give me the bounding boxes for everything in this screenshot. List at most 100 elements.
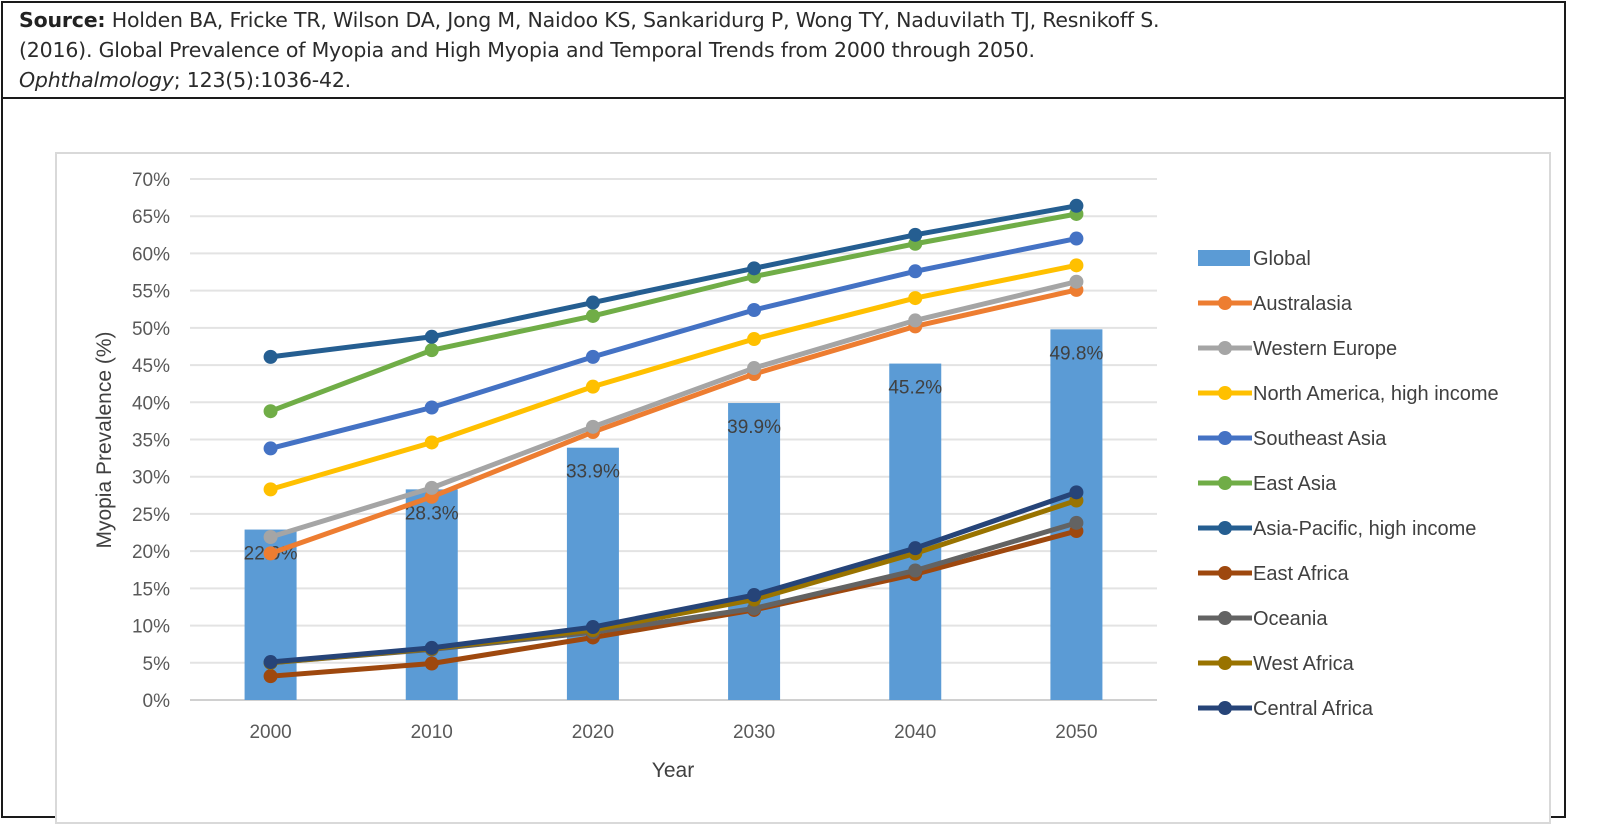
legend-marker xyxy=(1218,341,1232,355)
data-point xyxy=(1069,515,1084,530)
data-point xyxy=(424,656,439,671)
legend-item-oceania: Oceania xyxy=(1198,608,1328,630)
legend-marker xyxy=(1218,566,1232,580)
data-point xyxy=(585,295,600,310)
legend-swatch xyxy=(1198,250,1250,266)
legend-marker xyxy=(1218,656,1232,670)
citation-line-1: Source: Holden BA, Fricke TR, Wilson DA,… xyxy=(19,5,1548,35)
legend-label: East Africa xyxy=(1253,563,1349,585)
y-tick-label: 30% xyxy=(132,468,170,489)
series-line xyxy=(269,262,1077,492)
data-point xyxy=(747,261,762,276)
bar-data-label: 39.9% xyxy=(727,417,781,438)
data-point xyxy=(908,541,923,556)
legend-marker xyxy=(1218,611,1232,625)
y-tick-label: 70% xyxy=(132,170,170,191)
legend: Global Australasia Western Europe North Ame… xyxy=(1198,248,1499,720)
legend-label: Oceania xyxy=(1253,608,1328,630)
data-point xyxy=(1069,231,1084,246)
data-point xyxy=(908,563,923,578)
source-citation: Source: Holden BA, Fricke TR, Wilson DA,… xyxy=(3,3,1564,99)
data-point xyxy=(263,530,278,545)
legend-marker xyxy=(1218,296,1232,310)
legend-item-east-asia: East Asia xyxy=(1198,473,1337,495)
series-line xyxy=(270,203,1077,360)
series-central-africa xyxy=(263,485,1084,670)
data-point xyxy=(585,379,600,394)
data-point xyxy=(263,482,278,497)
legend-item-western-europe: Western Europe xyxy=(1198,338,1397,360)
data-point xyxy=(1069,274,1084,289)
y-tick-label: 25% xyxy=(132,505,170,526)
data-point xyxy=(263,655,278,670)
y-tick-label: 10% xyxy=(132,617,170,638)
series-line xyxy=(269,287,1077,556)
legend-label: Asia-Pacific, high income xyxy=(1253,518,1476,540)
citation-line-2: (2016). Global Prevalence of Myopia and … xyxy=(19,38,1035,62)
legend-label: Central Africa xyxy=(1253,698,1374,720)
data-point xyxy=(908,291,923,306)
y-tick-label: 55% xyxy=(132,282,170,303)
series-line xyxy=(269,211,1077,414)
data-point xyxy=(908,264,923,279)
series-north-america-high-income xyxy=(263,258,1084,497)
legend-marker xyxy=(1218,476,1232,490)
bar-data-label: 28.3% xyxy=(405,503,459,524)
x-tick-label: 2000 xyxy=(249,722,291,743)
series-asia-pacific-high-income xyxy=(263,198,1084,364)
x-tick-label: 2040 xyxy=(894,722,936,743)
legend-label: North America, high income xyxy=(1253,383,1499,405)
legend-item-global: Global xyxy=(1198,248,1311,270)
data-point xyxy=(747,588,762,603)
legend-item-southeast-asia: Southeast Asia xyxy=(1198,428,1387,450)
data-point xyxy=(747,361,762,376)
y-tick-label: 60% xyxy=(132,244,170,265)
series-line xyxy=(270,528,1078,679)
x-tick-label: 2050 xyxy=(1055,722,1097,743)
data-point xyxy=(424,435,439,450)
legend-item-asia-pacific-high-income: Asia-Pacific, high income xyxy=(1198,518,1476,540)
y-axis-ticks: 0% 5% 10% 15% 20% 25% 30% 35% 40% 45% 50% 55% 60% 65%… xyxy=(132,170,170,712)
source-authors: Holden BA, Fricke TR, Wilson DA, Jong M,… xyxy=(111,8,1160,32)
legend-item-east-africa: East Africa xyxy=(1198,563,1349,585)
legend-label: Southeast Asia xyxy=(1253,428,1387,450)
global-bar xyxy=(889,363,942,700)
citation-detail: ; 123(5):1036-42. xyxy=(173,68,352,92)
global-bar xyxy=(1050,329,1103,700)
journal-name: Ophthalmology xyxy=(19,68,174,92)
data-point xyxy=(263,404,278,419)
data-point xyxy=(1069,198,1084,213)
y-tick-label: 50% xyxy=(132,319,170,340)
legend-label: West Africa xyxy=(1253,653,1355,675)
data-point xyxy=(263,669,278,684)
data-point xyxy=(424,343,439,358)
data-point xyxy=(585,349,600,364)
data-point xyxy=(263,349,278,364)
y-tick-label: 45% xyxy=(132,356,170,377)
citation-line-3: Ophthalmology; 123(5):1036-42. xyxy=(19,65,1548,95)
data-point xyxy=(585,620,600,635)
y-tick-label: 15% xyxy=(132,579,170,600)
bar-data-label: 49.8% xyxy=(1049,343,1103,364)
legend-item-north-america-high-income: North America, high income xyxy=(1198,383,1499,405)
legend-item-west-africa: West Africa xyxy=(1198,653,1355,675)
data-point xyxy=(908,227,923,242)
data-point xyxy=(424,329,439,344)
legend-marker xyxy=(1218,386,1232,400)
global-bar-labels: 22.9%28.3%33.9%39.9%45.2%49.8% xyxy=(244,343,1104,564)
y-tick-label: 65% xyxy=(132,207,170,228)
y-tick-label: 0% xyxy=(143,691,171,712)
data-point xyxy=(585,308,600,323)
data-point xyxy=(424,480,439,495)
global-bar xyxy=(566,447,619,700)
legend-label: Australasia xyxy=(1253,293,1353,315)
series-southeast-asia xyxy=(263,231,1084,456)
series-western-europe xyxy=(263,274,1084,545)
data-point xyxy=(1069,485,1084,500)
legend-label: Global xyxy=(1253,248,1311,270)
bar-data-label: 45.2% xyxy=(888,378,942,399)
y-tick-label: 35% xyxy=(132,431,170,452)
bar-data-label: 33.9% xyxy=(566,462,620,483)
x-tick-label: 2030 xyxy=(733,722,775,743)
